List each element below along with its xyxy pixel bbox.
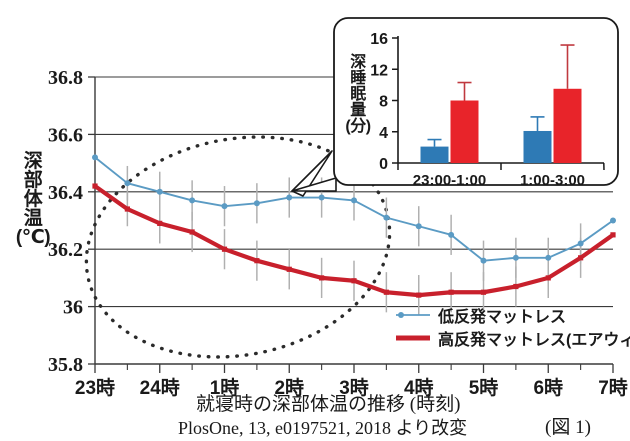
data-point bbox=[448, 289, 454, 295]
y-axis-title-char: 部 bbox=[23, 170, 43, 191]
legend-label: 低反発マットレス bbox=[437, 307, 566, 326]
data-point bbox=[221, 246, 228, 252]
inset-category-label: 23:00-1:00 bbox=[413, 172, 486, 189]
data-point bbox=[383, 214, 390, 221]
data-point bbox=[610, 217, 616, 224]
y-tick-label: 36.6 bbox=[48, 124, 83, 146]
y-axis-title-char: 睡 bbox=[350, 70, 366, 87]
x-tick-label: 24時 bbox=[140, 377, 180, 399]
axis-ticks bbox=[88, 76, 614, 373]
x-tick-label: 2時 bbox=[274, 377, 304, 399]
inset-y-tick-label: 0 bbox=[379, 156, 388, 173]
y-axis-tick-labels: 35.8 36 36.2 36.4 36.6 36.8 bbox=[48, 67, 83, 376]
y-axis-title-char: 体 bbox=[23, 189, 43, 210]
data-point bbox=[286, 266, 292, 272]
data-point bbox=[577, 240, 584, 247]
inset-bar bbox=[553, 88, 582, 163]
x-tick-label: 1時 bbox=[210, 377, 240, 399]
inset-category-label: 1:00-3:00 bbox=[520, 172, 585, 189]
data-point bbox=[513, 283, 519, 290]
x-tick-label: 4時 bbox=[404, 377, 434, 399]
data-point bbox=[480, 257, 487, 264]
data-point bbox=[319, 275, 325, 281]
inset-bar bbox=[420, 146, 449, 163]
y-tick-label: 35.8 bbox=[48, 354, 83, 376]
x-tick-label: 7時 bbox=[598, 377, 628, 399]
data-point bbox=[416, 292, 422, 298]
y-tick-label: 36.2 bbox=[48, 239, 83, 261]
inset-bar bbox=[523, 130, 552, 163]
data-point bbox=[383, 289, 389, 295]
y-axis-unit: (分) bbox=[345, 118, 371, 135]
data-point bbox=[124, 180, 131, 187]
data-point bbox=[351, 197, 357, 204]
x-tick-label: 23時 bbox=[75, 377, 115, 399]
data-point bbox=[92, 183, 98, 189]
x-axis-tick-labels: 23時 24時 1時 2時 3時 4時 5時 6時 7時 bbox=[75, 377, 628, 399]
y-axis-title-char: 深 bbox=[350, 54, 366, 71]
data-point bbox=[189, 197, 196, 204]
data-point bbox=[124, 206, 130, 212]
y-tick-label: 36.4 bbox=[48, 182, 83, 204]
data-point bbox=[221, 203, 228, 210]
data-point bbox=[157, 220, 163, 226]
inset-callout-pointer bbox=[291, 150, 337, 197]
inset-y-tick-label: 8 bbox=[379, 94, 388, 111]
figure-number: (図 1) bbox=[545, 417, 591, 438]
data-point bbox=[156, 188, 163, 195]
legend-marker bbox=[398, 312, 404, 318]
x-tick-label: 3時 bbox=[339, 377, 369, 399]
data-point bbox=[318, 194, 325, 201]
callout-tail bbox=[291, 177, 337, 192]
data-point bbox=[415, 223, 422, 230]
y-axis-title-char: 眠 bbox=[350, 86, 366, 103]
y-axis-unit: (℃) bbox=[15, 227, 51, 248]
inset-y-tick-label: 4 bbox=[379, 125, 388, 142]
data-point bbox=[351, 278, 357, 284]
data-point bbox=[92, 154, 98, 161]
data-point bbox=[253, 200, 260, 207]
data-point bbox=[578, 255, 584, 261]
x-tick-label: 5時 bbox=[469, 377, 499, 399]
data-point bbox=[480, 289, 487, 295]
caption-line-1: 就寝時の深部体温の推移 (時刻) bbox=[196, 394, 461, 415]
inset-bar bbox=[450, 100, 479, 163]
y-axis-title-char: 深 bbox=[23, 151, 43, 172]
inset-y-tick-label: 16 bbox=[370, 31, 388, 48]
data-series-lines bbox=[92, 154, 616, 298]
y-tick-label: 36.8 bbox=[48, 67, 83, 89]
data-point bbox=[254, 258, 260, 264]
inset-bar-chart: 0 4 8 12 16 23:00-1:00 1:00-3:00 bbox=[333, 17, 619, 189]
data-point bbox=[286, 194, 293, 201]
callout-triangle bbox=[291, 150, 333, 197]
data-point bbox=[448, 231, 455, 238]
data-point bbox=[512, 254, 519, 261]
x-tick-label: 6時 bbox=[533, 377, 563, 399]
y-axis-title-char: 量 bbox=[350, 102, 366, 119]
inset-y-tick-label: 12 bbox=[370, 62, 388, 79]
data-point bbox=[189, 229, 195, 235]
y-axis-title: 深部体温 (℃) bbox=[10, 152, 56, 247]
data-point bbox=[545, 275, 551, 281]
caption-line-2: PlosOne, 13, e0197521, 2018 より改変 bbox=[178, 418, 468, 438]
data-point bbox=[545, 254, 552, 261]
data-point bbox=[610, 232, 616, 238]
y-tick-label: 36 bbox=[63, 297, 83, 319]
legend-label: 高反発マットレス(エアウィーヴ) bbox=[438, 330, 630, 349]
y-axis-title-char: 温 bbox=[23, 208, 43, 229]
error-bars bbox=[126, 165, 582, 316]
inset-y-axis-title: 深睡眠量 (分) bbox=[342, 55, 374, 135]
